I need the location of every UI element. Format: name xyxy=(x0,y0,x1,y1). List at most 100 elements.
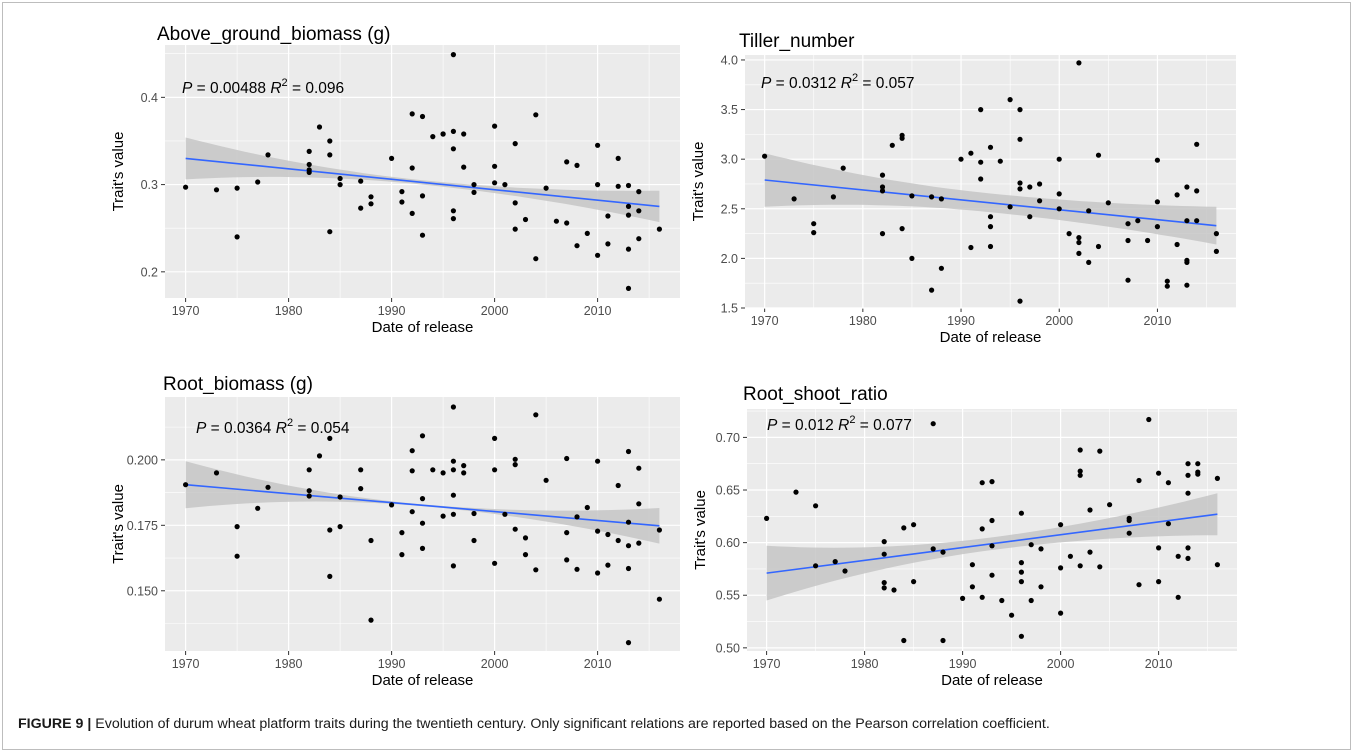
data-point xyxy=(969,562,976,568)
data-point xyxy=(306,167,312,173)
data-point xyxy=(337,182,343,188)
data-point xyxy=(1195,471,1201,477)
data-point xyxy=(636,540,642,546)
data-point xyxy=(987,144,994,150)
data-point xyxy=(1037,198,1043,204)
data-point xyxy=(625,182,632,189)
data-point xyxy=(656,527,663,533)
stat-part: = 0.057 xyxy=(858,75,914,92)
data-point xyxy=(1185,461,1191,467)
data-point xyxy=(409,111,415,117)
data-point xyxy=(512,226,518,232)
data-point xyxy=(574,243,580,249)
data-point xyxy=(1175,594,1181,600)
data-point xyxy=(1194,188,1200,194)
data-point xyxy=(1164,278,1170,284)
data-point xyxy=(1126,530,1132,536)
data-point xyxy=(989,572,995,578)
data-point xyxy=(960,595,966,602)
data-point xyxy=(471,182,477,188)
panel-2: 1970 1980 1990 2000 2010 1.5 2.0 2.5 3.0 3.5 4.0 P … xyxy=(690,31,1236,346)
data-point xyxy=(625,543,632,549)
data-point xyxy=(979,526,985,532)
panel-3: 1970 1980 1990 2000 2010 0.150 0.175 0.200 P = 0… xyxy=(110,374,680,689)
data-point xyxy=(213,470,220,476)
data-point xyxy=(605,213,611,219)
data-point xyxy=(1185,545,1191,551)
data-point xyxy=(813,563,819,569)
stat-annotation: P = 0.012 R2 = 0.077 xyxy=(767,414,912,434)
x-tick-label: 2010 xyxy=(584,657,612,671)
data-point xyxy=(811,221,817,227)
data-point xyxy=(595,528,601,534)
x-tick-label: 1970 xyxy=(172,304,200,318)
x-tick-label: 2000 xyxy=(481,304,509,318)
stat-annotation: P = 0.0364 R2 = 0.054 xyxy=(196,417,350,437)
data-point xyxy=(595,182,601,188)
data-point xyxy=(615,482,621,489)
data-point xyxy=(419,545,426,552)
y-tick-label: 1.5 xyxy=(721,302,738,316)
data-point xyxy=(1087,507,1093,513)
data-point xyxy=(625,565,632,572)
stat-part: 2 xyxy=(282,77,288,89)
data-point xyxy=(1076,250,1082,256)
data-point xyxy=(564,557,570,563)
data-point xyxy=(1007,204,1013,210)
data-point xyxy=(1086,259,1092,265)
data-point xyxy=(1017,186,1023,192)
data-point xyxy=(1076,60,1082,66)
data-point xyxy=(1038,546,1044,552)
panel-title: Above_ground_biomass (g) xyxy=(157,24,390,45)
data-point xyxy=(987,214,994,220)
y-tick-label: 0.55 xyxy=(716,589,740,603)
data-point xyxy=(450,146,456,152)
regression-line xyxy=(764,179,1217,227)
x-tick-label: 1980 xyxy=(275,304,303,318)
data-point xyxy=(595,252,601,258)
data-point xyxy=(1058,522,1064,528)
data-point xyxy=(327,229,333,235)
data-point xyxy=(574,566,580,572)
data-point xyxy=(978,107,984,113)
data-point xyxy=(234,234,240,240)
data-point xyxy=(968,244,974,251)
data-point xyxy=(399,530,405,536)
data-point xyxy=(656,226,663,232)
data-point xyxy=(979,594,985,600)
data-point xyxy=(899,135,905,141)
data-point xyxy=(595,570,601,576)
data-point xyxy=(1018,510,1024,516)
data-point xyxy=(419,496,426,502)
data-point xyxy=(1136,582,1142,588)
y-tick-label: 4.0 xyxy=(721,53,738,67)
data-point xyxy=(512,456,518,462)
stat-part: P xyxy=(182,80,193,97)
data-point xyxy=(1086,208,1092,214)
data-point xyxy=(997,158,1003,164)
data-point xyxy=(1058,565,1064,571)
stat-part: P xyxy=(196,420,207,437)
y-tick-label: 0.3 xyxy=(141,178,158,192)
data-point xyxy=(1174,241,1180,248)
data-point xyxy=(584,230,590,236)
data-point xyxy=(615,537,621,544)
y-tick-label: 0.2 xyxy=(141,265,158,279)
data-point xyxy=(1154,224,1160,230)
data-point xyxy=(512,141,518,147)
data-point xyxy=(409,210,415,216)
data-point xyxy=(440,513,446,519)
data-point xyxy=(1195,461,1201,467)
data-point xyxy=(471,189,477,195)
data-point xyxy=(1213,231,1219,237)
data-point xyxy=(409,165,415,171)
data-point xyxy=(842,568,848,574)
stat-part: P xyxy=(761,75,772,92)
stat-part: 2 xyxy=(849,414,855,426)
data-point xyxy=(958,156,964,162)
data-point xyxy=(450,511,456,517)
data-point xyxy=(450,216,456,222)
data-point xyxy=(1056,206,1062,212)
data-point xyxy=(564,530,570,536)
data-point xyxy=(306,467,312,473)
